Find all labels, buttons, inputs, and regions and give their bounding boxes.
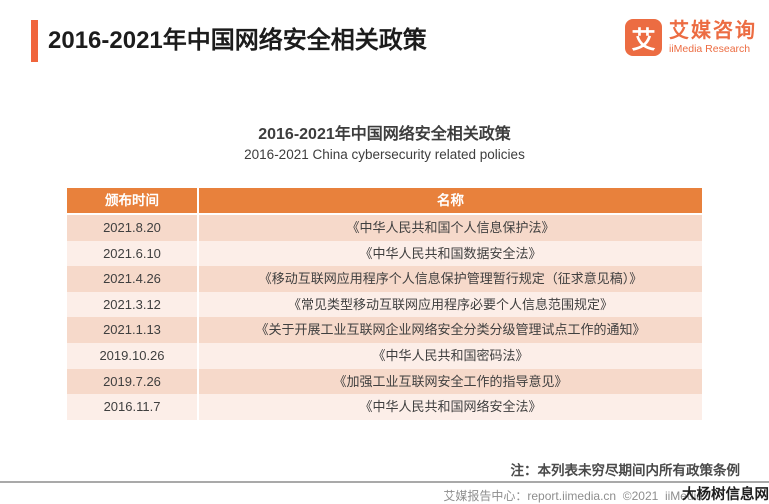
policy-date: 2021.4.26 xyxy=(67,266,197,292)
policy-name: 《移动互联网应用程序个人信息保护管理暂行规定（征求意见稿）》 xyxy=(199,266,702,292)
page-title: 2016-2021年中国网络安全相关政策 xyxy=(48,27,427,54)
table-row: 2021.4.26 《移动互联网应用程序个人信息保护管理暂行规定（征求意见稿）》 xyxy=(67,266,702,292)
table-row: 2016.11.7 《中华人民共和国网络安全法》 xyxy=(67,394,702,420)
policy-date: 2016.11.7 xyxy=(67,394,197,420)
policy-date: 2021.6.10 xyxy=(67,240,197,267)
iimedia-logo: 艾 艾媒咨询 iiMedia Research xyxy=(625,19,757,56)
iimedia-logo-icon: 艾 xyxy=(625,19,662,56)
policy-name: 《常见类型移动互联网应用程序必要个人信息范围规定》 xyxy=(199,291,702,318)
table-row: 2019.7.26 《加强工业互联网安全工作的指导意见》 xyxy=(67,368,702,395)
policy-date: 2019.7.26 xyxy=(67,368,197,395)
table-row: 2021.1.13 《关于开展工业互联网企业网络安全分类分级管理试点工作的通知》 xyxy=(67,317,702,343)
iimedia-logo-text: 艾媒咨询 iiMedia Research xyxy=(669,20,757,56)
logo-name-zh: 艾媒咨询 xyxy=(669,19,757,42)
policy-name: 《中华人民共和国数据安全法》 xyxy=(199,240,702,267)
footnote: 注：本列表未穷尽期间内所有政策条例 xyxy=(510,463,741,478)
chart-title-zh: 2016-2021年中国网络安全相关政策 xyxy=(258,126,511,143)
policy-name: 《中华人民共和国网络安全法》 xyxy=(199,394,702,420)
table-row: 2019.10.26 《中华人民共和国密码法》 xyxy=(67,342,702,369)
watermark: 大杨树信息网 xyxy=(682,487,769,503)
policy-name: 《中华人民共和国密码法》 xyxy=(199,342,702,369)
table-row: 2021.6.10 《中华人民共和国数据安全法》 xyxy=(67,240,702,267)
column-header-date: 颁布时间 xyxy=(67,188,197,213)
policy-name: 《关于开展工业互联网企业网络安全分类分级管理试点工作的通知》 xyxy=(199,317,702,343)
policy-name: 《中华人民共和国个人信息保护法》 xyxy=(199,215,702,241)
footer-divider xyxy=(0,481,769,483)
title-accent-bar xyxy=(31,20,38,62)
policy-date: 2021.1.13 xyxy=(67,317,197,343)
policy-table: 颁布时间 名称 2021.8.20 《中华人民共和国个人信息保护法》 2021.… xyxy=(67,188,702,420)
table-row: 2021.8.20 《中华人民共和国个人信息保护法》 xyxy=(67,215,702,241)
policy-date: 2019.10.26 xyxy=(67,342,197,369)
policy-name: 《加强工业互联网安全工作的指导意见》 xyxy=(199,368,702,395)
column-header-name: 名称 xyxy=(199,188,702,213)
table-row: 2021.3.12 《常见类型移动互联网应用程序必要个人信息范围规定》 xyxy=(67,291,702,318)
chart-title-en: 2016-2021 China cybersecurity related po… xyxy=(244,147,525,162)
footer-source: 艾媒报告中心：report.iimedia.cn ©2021 iiMedia xyxy=(443,489,703,503)
policy-date: 2021.3.12 xyxy=(67,291,197,318)
logo-name-en: iiMedia Research xyxy=(669,42,751,55)
table-header-row: 颁布时间 名称 xyxy=(67,188,702,213)
policy-date: 2021.8.20 xyxy=(67,215,197,241)
